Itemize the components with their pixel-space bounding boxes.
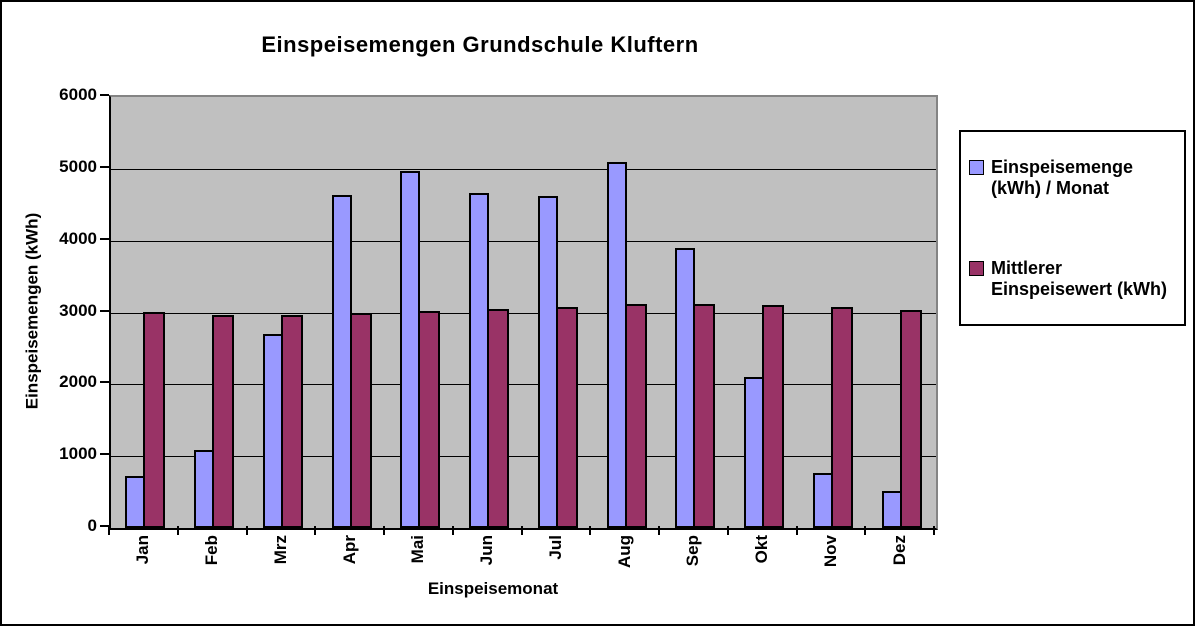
bar-jun-s1 bbox=[469, 193, 490, 528]
bar-apr-s2 bbox=[349, 313, 372, 528]
gridline bbox=[111, 384, 936, 386]
legend-entry: Mittlerer Einspeisewert (kWh) bbox=[969, 258, 1181, 300]
y-tick-mark bbox=[100, 165, 109, 168]
y-axis-title: Einspeisemengen (kWh) bbox=[22, 212, 42, 410]
x-tick-mark bbox=[589, 526, 592, 535]
x-tick-mark bbox=[314, 526, 317, 535]
bar-aug-s2 bbox=[624, 304, 647, 528]
x-tick-mark bbox=[795, 526, 798, 535]
bar-mai-s1 bbox=[400, 171, 421, 528]
bar-dez-s1 bbox=[881, 491, 902, 528]
bar-okt-s1 bbox=[744, 377, 765, 528]
x-tick-mark bbox=[933, 526, 935, 535]
bar-jun-s2 bbox=[487, 309, 510, 528]
y-tick-label: 0 bbox=[87, 516, 97, 535]
legend-label: Einspeisemenge (kWh) / Monat bbox=[991, 157, 1134, 198]
bar-aug-s1 bbox=[606, 162, 627, 528]
bar-sep-s2 bbox=[693, 304, 716, 528]
y-tick-mark bbox=[100, 94, 109, 96]
x-tick-mark bbox=[726, 526, 729, 535]
bar-dez-s2 bbox=[899, 310, 922, 528]
y-tick-label: 6000 bbox=[59, 85, 97, 104]
bar-nov-s1 bbox=[812, 473, 833, 528]
legend-entry: Einspeisemenge (kWh) / Monat bbox=[969, 157, 1181, 199]
bar-mrz-s1 bbox=[262, 334, 283, 528]
x-tick-mark bbox=[108, 526, 110, 535]
legend: Einspeisemenge (kWh) / Monat Mittlerer Ei… bbox=[959, 130, 1186, 326]
bar-jan-s2 bbox=[143, 312, 166, 528]
y-tick-mark bbox=[100, 381, 109, 384]
bar-sep-s1 bbox=[675, 248, 696, 528]
gridline bbox=[111, 168, 936, 170]
legend-swatch-icon bbox=[969, 261, 984, 276]
chart-title: Einspeisemengen Grundschule Kluftern bbox=[261, 32, 699, 57]
gridline bbox=[111, 312, 936, 314]
y-tick-label: 4000 bbox=[59, 228, 97, 248]
bar-jul-s2 bbox=[555, 307, 578, 528]
x-tick-mark bbox=[864, 526, 867, 535]
y-tick-mark bbox=[100, 309, 109, 312]
y-tick-label: 1000 bbox=[59, 444, 97, 464]
y-tick-mark bbox=[100, 525, 109, 527]
x-tick-mark bbox=[658, 526, 660, 535]
bar-apr-s1 bbox=[331, 195, 352, 528]
gridline bbox=[111, 240, 936, 242]
x-tick-mark bbox=[383, 526, 385, 535]
x-tick-mark bbox=[451, 526, 454, 535]
plot-area bbox=[109, 95, 938, 530]
bar-jul-s1 bbox=[537, 196, 558, 528]
bar-mrz-s2 bbox=[280, 315, 303, 528]
x-tick-mark bbox=[520, 526, 523, 535]
bar-mai-s2 bbox=[418, 311, 441, 528]
y-tick-mark bbox=[100, 237, 109, 240]
legend-label: Mittlerer Einspeisewert (kWh) bbox=[991, 258, 1168, 299]
y-tick-label: 5000 bbox=[59, 156, 97, 176]
bar-jan-s1 bbox=[125, 476, 146, 528]
y-tick-label: 2000 bbox=[59, 372, 97, 392]
x-axis-title: Einspeisemonat bbox=[427, 579, 559, 598]
x-tick-mark bbox=[245, 526, 248, 535]
x-tick-mark bbox=[176, 526, 179, 535]
bar-nov-s2 bbox=[830, 307, 853, 528]
bar-feb-s1 bbox=[194, 450, 215, 528]
legend-swatch-icon bbox=[969, 160, 984, 175]
y-tick-mark bbox=[100, 453, 109, 456]
y-tick-label: 3000 bbox=[59, 300, 97, 320]
bar-okt-s2 bbox=[762, 305, 785, 528]
bar-feb-s2 bbox=[212, 315, 235, 528]
gridline bbox=[111, 456, 936, 458]
